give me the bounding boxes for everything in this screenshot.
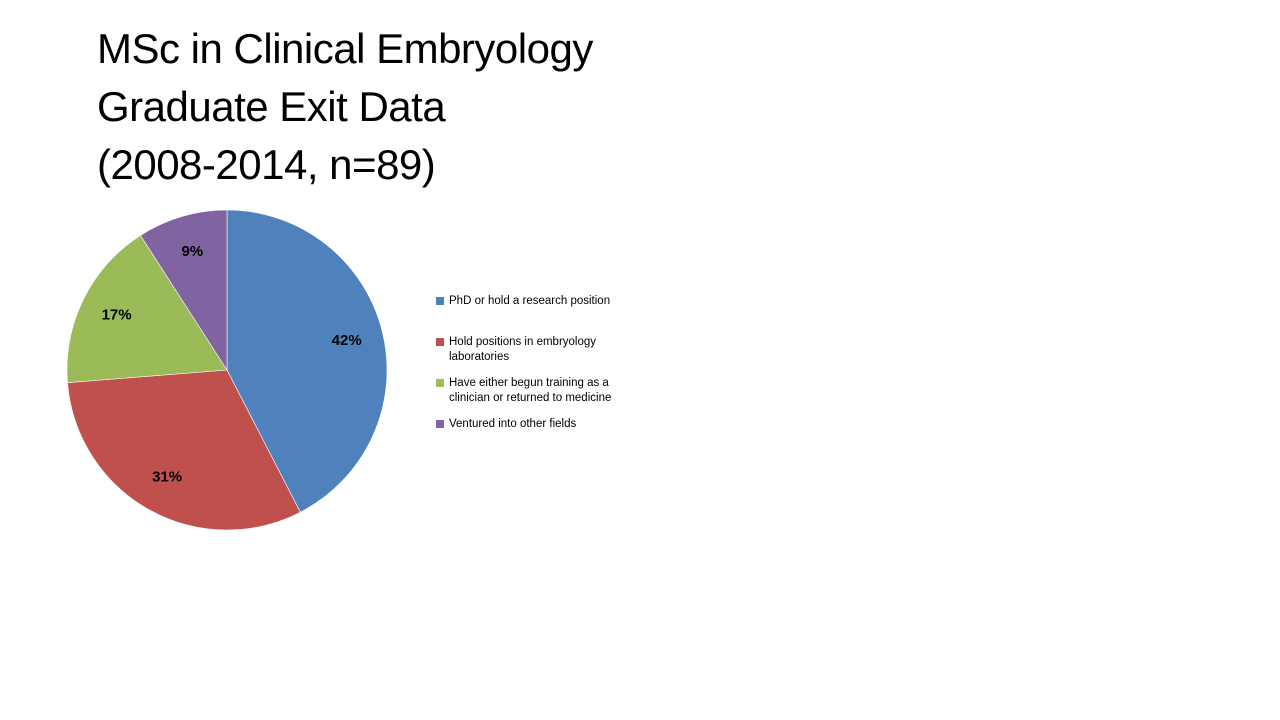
legend-marker-icon [436, 297, 444, 305]
slice-label-2: 17% [102, 306, 132, 323]
pie-slice-1 [67, 369, 301, 531]
legend-marker-icon [436, 338, 444, 346]
legend-marker-icon [436, 379, 444, 387]
pie-slice-3 [140, 209, 228, 372]
chart-title-line-3: (2008-2014, n=89) [97, 141, 436, 188]
pie-chart: 42% 31% 17% 9% [66, 209, 388, 531]
chart-title-line-2: Graduate Exit Data [97, 83, 446, 130]
legend-item-1: Hold positions in embryology laboratorie… [436, 335, 646, 376]
legend-item-2: Have either begun training as a clinicia… [436, 376, 646, 417]
legend-item-3: Ventured into other fields [436, 417, 646, 458]
legend-label-0: PhD or hold a research position [449, 295, 611, 307]
legend-item-0: PhD or hold a research position [436, 294, 646, 335]
legend-label-2: Have either begun training as a clinicia… [449, 377, 612, 404]
slice-label-3: 9% [181, 243, 203, 260]
slice-label-0: 42% [332, 332, 362, 349]
pie-slice-2 [66, 234, 228, 384]
legend-label-1: Hold positions in embryology laboratorie… [449, 336, 597, 363]
legend-marker-icon [436, 420, 444, 428]
slice-label-1: 31% [152, 469, 182, 486]
legend-label-3: Ventured into other fields [449, 418, 577, 430]
pie-slice-0 [226, 209, 388, 513]
chart-title-line-1: MSc in Clinical Embryology [97, 25, 593, 72]
chart-legend: PhD or hold a research position Hold posi… [436, 294, 646, 458]
pie-chart-area: 42% 31% 17% 9% [62, 205, 392, 535]
chart-title: MSc in Clinical Embryology Graduate Exit… [97, 20, 593, 194]
